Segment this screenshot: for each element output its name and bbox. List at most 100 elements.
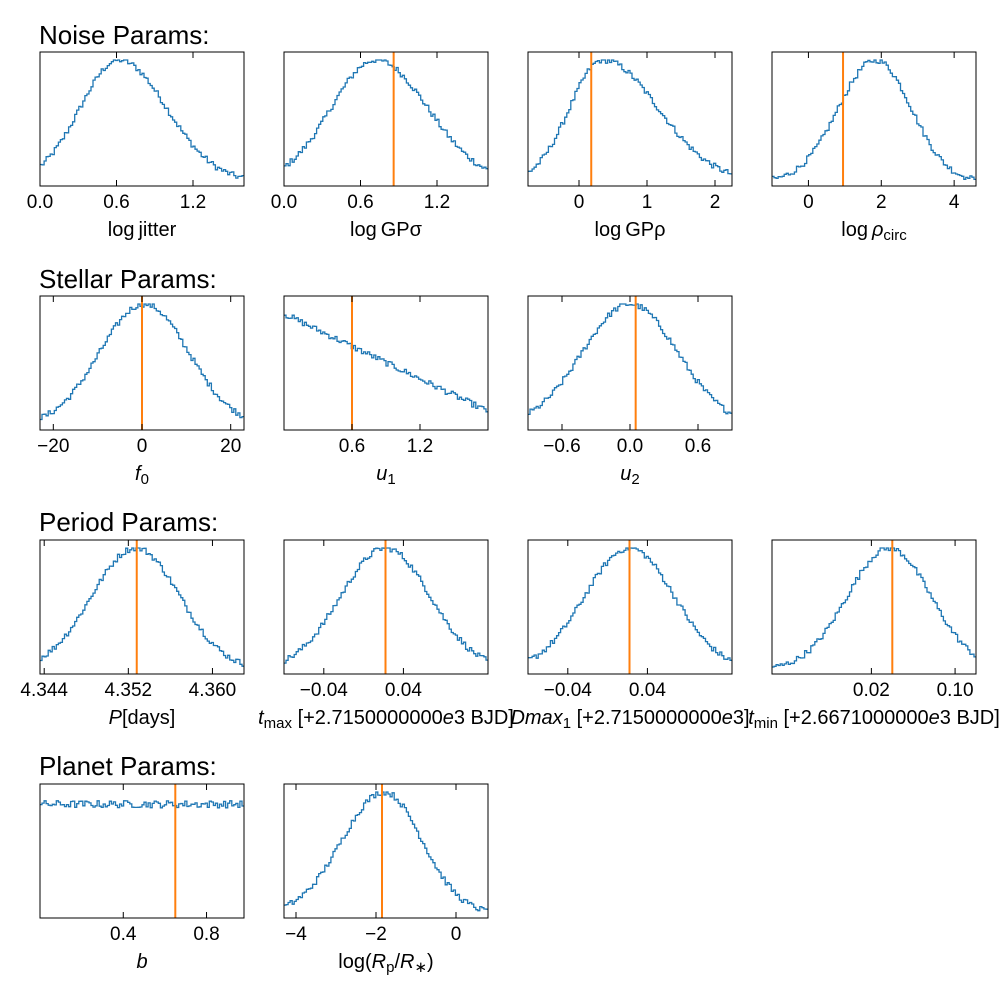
axes-frame <box>283 539 489 675</box>
x-tick-label: 0 <box>803 192 814 213</box>
x-axis-label-part: [+2.7150000000 <box>292 707 443 729</box>
x-axis-label: log(Rp/R∗) <box>338 951 433 976</box>
group-title: Period Params: <box>39 507 218 537</box>
x-axis-label-part: 1 <box>387 471 395 488</box>
x-axis-label-part: circ <box>883 227 907 244</box>
x-tick-label: 0.10 <box>937 680 974 701</box>
x-axis-label-part: log jitter <box>108 219 177 241</box>
x-axis-label-part: P <box>109 707 123 729</box>
axes-frame <box>527 295 733 431</box>
histogram-panel: −0.04 0.04 tmax [+2.7150000000e3 BJD] <box>258 539 514 732</box>
histogram-series <box>772 547 976 668</box>
x-tick-label: 0.02 <box>853 680 890 701</box>
histogram-series <box>284 791 488 912</box>
x-axis-label-part: 2 <box>631 471 639 488</box>
x-tick-label: −0.6 <box>543 436 581 457</box>
x-tick-label: 4.352 <box>105 680 153 701</box>
x-tick-label: 0.4 <box>110 924 137 945</box>
axes-frame <box>39 539 245 675</box>
x-axis-label: Dmax1 [+2.7150000000e3] <box>510 707 749 732</box>
x-axis-label: log ρcirc <box>841 219 907 244</box>
x-axis-label-part: e <box>929 707 940 729</box>
x-axis-label-part: u <box>620 463 631 485</box>
histogram-panel: 0.6 1.2 u1 <box>283 295 489 488</box>
axes-frame <box>283 51 489 187</box>
x-axis-label: b <box>136 951 147 973</box>
x-tick-label: 0.6 <box>685 436 711 457</box>
x-tick-label: 0.6 <box>347 192 373 213</box>
x-axis-label-part: e <box>722 707 733 729</box>
axes-frame <box>527 51 733 187</box>
group-titles: Noise Params: Stellar Params: Period Param… <box>39 20 218 781</box>
x-axis-label-part: / <box>394 951 400 973</box>
x-axis-label: log GPρ <box>595 219 666 241</box>
x-tick-label: 0.8 <box>193 924 219 945</box>
histogram-series <box>40 59 244 179</box>
group-title: Stellar Params: <box>39 264 217 294</box>
x-tick-label: 0.04 <box>629 680 666 701</box>
x-axis-label-part: min <box>754 715 778 732</box>
histogram-panel: 4.344 4.352 4.360 P[days] <box>20 539 245 729</box>
x-tick-label: 0.0 <box>617 436 643 457</box>
x-tick-label: 4.344 <box>20 680 68 701</box>
x-axis-label-part: e <box>443 707 454 729</box>
x-axis-label: f0 <box>135 463 149 488</box>
x-tick-label: −4 <box>285 924 307 945</box>
x-axis-label-part: ∗ <box>414 959 427 976</box>
x-axis-label-part: ) <box>427 951 434 973</box>
histogram-panel: 0 1 2 log GPρ <box>527 51 733 241</box>
histogram-series <box>528 59 732 175</box>
x-tick-label: 0.0 <box>27 192 53 213</box>
axes-frame <box>771 51 977 187</box>
x-axis-label-part: [+2.7150000000 <box>571 707 722 729</box>
histogram-series <box>772 59 976 181</box>
x-tick-label: 20 <box>220 436 241 457</box>
x-axis-label-part: [days] <box>122 707 175 729</box>
x-axis-label-part: 3] <box>733 707 750 729</box>
x-axis-label: u1 <box>376 463 395 488</box>
x-axis-label: tmax [+2.7150000000e3 BJD] <box>258 707 514 732</box>
histogram-panel: 0 2 4 log ρcirc <box>771 51 977 244</box>
x-axis-label-part: f <box>135 463 143 485</box>
x-tick-label: 1.2 <box>180 192 206 213</box>
x-tick-label: −0.04 <box>544 680 593 701</box>
x-axis-label: u2 <box>620 463 639 488</box>
x-tick-label: 0 <box>137 436 148 457</box>
axes-frame <box>283 295 489 431</box>
x-axis-label-part: R <box>372 951 386 973</box>
histogram-series <box>284 59 488 170</box>
x-axis-label-part: 3 BJD] <box>454 707 514 729</box>
x-axis-label-part: t <box>748 707 755 729</box>
histogram-series <box>284 314 488 413</box>
histogram-panel: 0.4 0.8 b <box>39 783 245 973</box>
histogram-panel: −0.04 0.04 Dmax1 [+2.7150000000e3] <box>510 539 750 732</box>
x-axis-label-part: 1 <box>563 715 571 732</box>
x-tick-label: 1.2 <box>407 436 433 457</box>
group-title: Noise Params: <box>39 20 210 50</box>
x-axis-label-part: 0 <box>141 471 149 488</box>
x-tick-label: 1.2 <box>424 192 450 213</box>
x-tick-label: 0.6 <box>339 436 365 457</box>
x-tick-label: 0.6 <box>103 192 129 213</box>
histogram-panel: −0.6 0.0 0.6 u2 <box>527 295 733 488</box>
x-axis-label-part: b <box>136 951 147 973</box>
group-title: Planet Params: <box>39 751 217 781</box>
histogram-series <box>40 800 244 809</box>
histogram-panel: 0.02 0.10 tmin [+2.6671000000e3 BJD] <box>748 539 1000 732</box>
x-axis-label-part: log GPρ <box>595 219 666 241</box>
histogram-series <box>528 303 732 416</box>
axes-frame <box>283 783 489 919</box>
x-axis-label-part: log GPσ <box>350 219 423 241</box>
x-tick-label: 1 <box>642 192 653 213</box>
x-tick-label: −2 <box>365 924 387 945</box>
axes-frame <box>527 539 733 675</box>
axes-frame <box>39 51 245 187</box>
histogram-series <box>40 547 244 667</box>
x-axis-label-part: log <box>841 219 872 241</box>
x-axis-label: log jitter <box>108 219 177 241</box>
